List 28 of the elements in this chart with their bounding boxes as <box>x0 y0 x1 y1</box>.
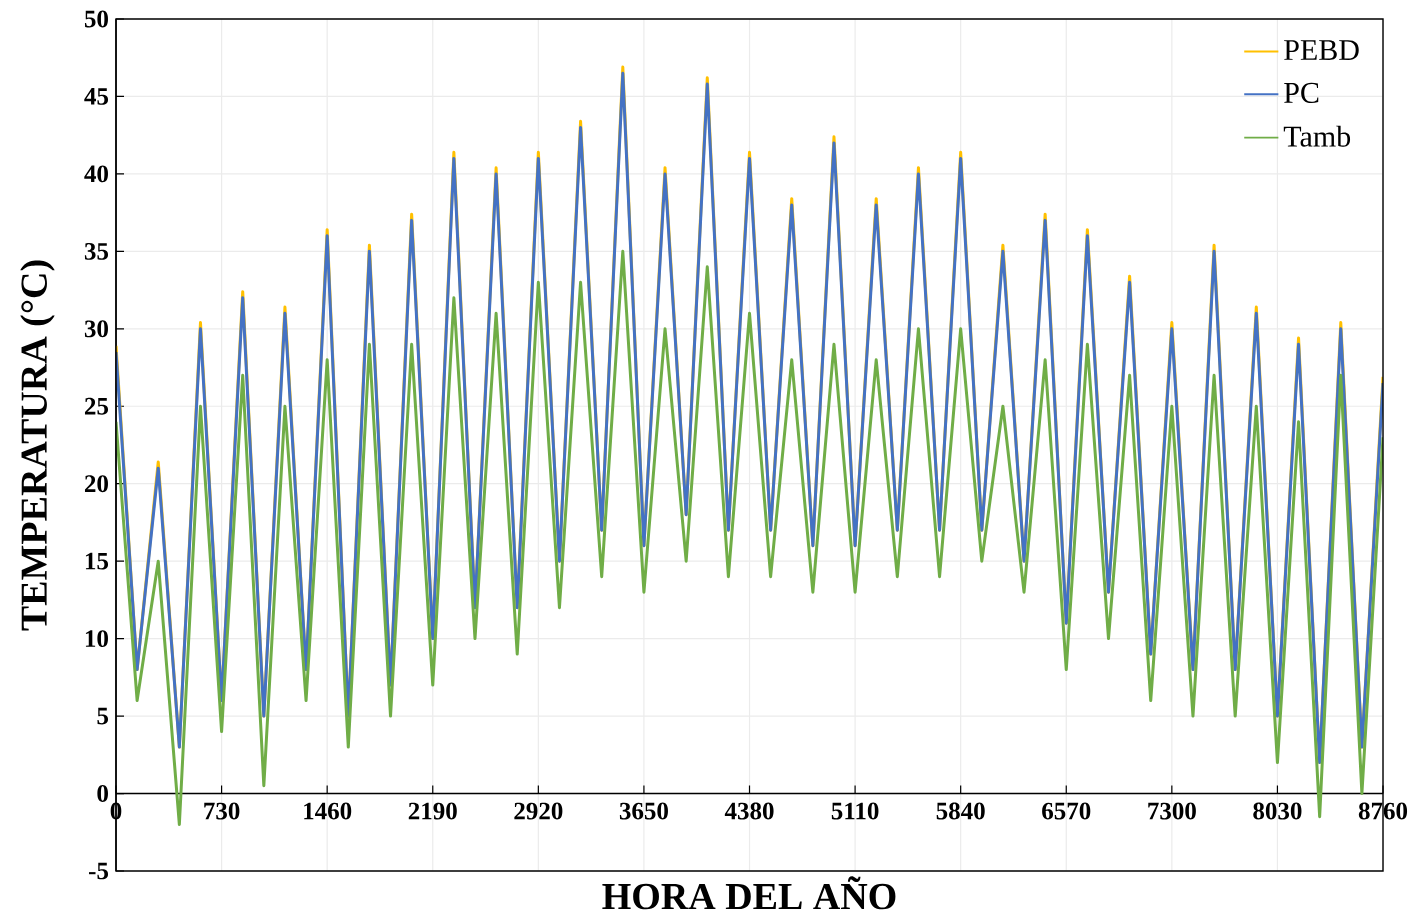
y-tick-label: -5 <box>89 862 109 880</box>
x-tick-label: 6570 <box>1042 802 1091 820</box>
y-tick-label: 15 <box>85 552 109 570</box>
x-tick-label: 7300 <box>1148 802 1196 820</box>
x-tick-label: 2920 <box>514 802 563 820</box>
x-tick-label: 2190 <box>408 802 457 820</box>
y-tick-label: 20 <box>84 475 108 493</box>
legend-label: Tamb <box>1283 125 1351 147</box>
y-tick-label: 35 <box>84 242 109 260</box>
y-tick-label: 50 <box>84 10 108 28</box>
y-tick-label: 5 <box>97 707 109 725</box>
x-tick-label: 5840 <box>936 802 985 820</box>
y-tick-label: 30 <box>84 320 108 338</box>
y-axis-title: TEMPERATURA (°C) <box>20 260 55 631</box>
legend-label: PC <box>1284 82 1319 103</box>
y-tick-label: 10 <box>85 630 108 648</box>
y-tick-label: 40 <box>84 165 108 183</box>
x-tick-label: 1460 <box>304 802 352 820</box>
x-tick-label: 5110 <box>831 802 879 820</box>
y-tick-label: 45 <box>84 88 109 105</box>
x-tick-label: 730 <box>204 802 240 820</box>
y-tick-label: 0 <box>97 785 108 802</box>
x-tick-label: 8030 <box>1253 802 1302 820</box>
legend-label: PEBD <box>1284 40 1359 60</box>
x-axis-title: HORA DEL AÑO <box>602 876 896 910</box>
x-tick-label: 4380 <box>724 802 774 820</box>
x-tick-label: 3650 <box>619 802 668 820</box>
y-tick-label: 25 <box>84 397 109 415</box>
